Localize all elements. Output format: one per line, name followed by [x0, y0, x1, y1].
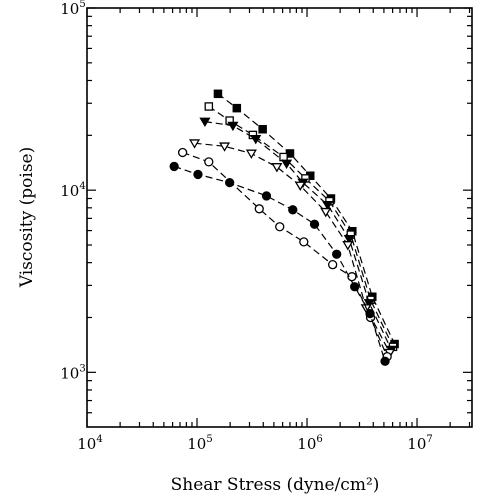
series-layer — [169, 89, 399, 366]
data-point — [258, 124, 267, 134]
data-point — [281, 159, 293, 170]
data-point — [224, 177, 235, 188]
x-tick-label: 104 — [77, 434, 102, 453]
data-point — [189, 139, 201, 149]
data-point — [328, 260, 338, 270]
y-tick-label: 103 — [60, 363, 85, 382]
data-point — [350, 282, 360, 292]
x-axis-label: Shear Stress (dyne/cm²) — [171, 475, 380, 495]
data-point — [204, 102, 214, 111]
axis-ticks: 104 105 106 107 103 104 105 — [60, 0, 472, 453]
data-point — [294, 181, 306, 192]
x-tick-label: 106 — [297, 434, 322, 453]
data-point — [204, 157, 214, 167]
data-point — [213, 89, 223, 99]
data-point — [193, 169, 203, 180]
data-point — [245, 149, 257, 159]
data-point — [380, 356, 390, 366]
data-point — [343, 234, 355, 245]
x-tick-label: 105 — [187, 434, 212, 453]
data-point — [320, 207, 332, 218]
data-point — [275, 222, 285, 232]
series-line — [194, 142, 391, 354]
data-point — [219, 142, 231, 152]
data-point — [227, 121, 239, 132]
data-point — [332, 249, 342, 259]
data-point — [254, 204, 264, 214]
series-filled-circle — [169, 161, 390, 366]
y-tick-label: 105 — [60, 0, 85, 18]
series-line — [204, 121, 392, 351]
data-point — [279, 152, 288, 162]
data-point — [199, 117, 211, 128]
data-point — [261, 191, 272, 201]
series-open-circle — [177, 147, 392, 362]
data-point — [299, 237, 309, 247]
series-open-triangle-down — [189, 139, 396, 359]
data-point — [271, 163, 283, 173]
data-point — [232, 103, 242, 113]
plot-frame — [86, 7, 473, 428]
data-point — [309, 219, 320, 229]
series-line — [174, 165, 386, 362]
data-point — [342, 241, 354, 251]
series-line — [182, 151, 388, 357]
series-line — [208, 106, 394, 348]
x-tick-label: 107 — [407, 434, 432, 453]
data-point — [250, 135, 262, 145]
data-point — [177, 147, 188, 158]
data-point — [322, 200, 334, 211]
data-point — [363, 299, 375, 309]
y-tick-label: 104 — [60, 181, 85, 200]
data-point — [288, 205, 298, 215]
data-point — [365, 308, 375, 319]
data-point — [169, 161, 179, 172]
series-filled-triangle-down — [199, 117, 397, 356]
y-axis-label: Viscosity (poise) — [17, 147, 37, 289]
